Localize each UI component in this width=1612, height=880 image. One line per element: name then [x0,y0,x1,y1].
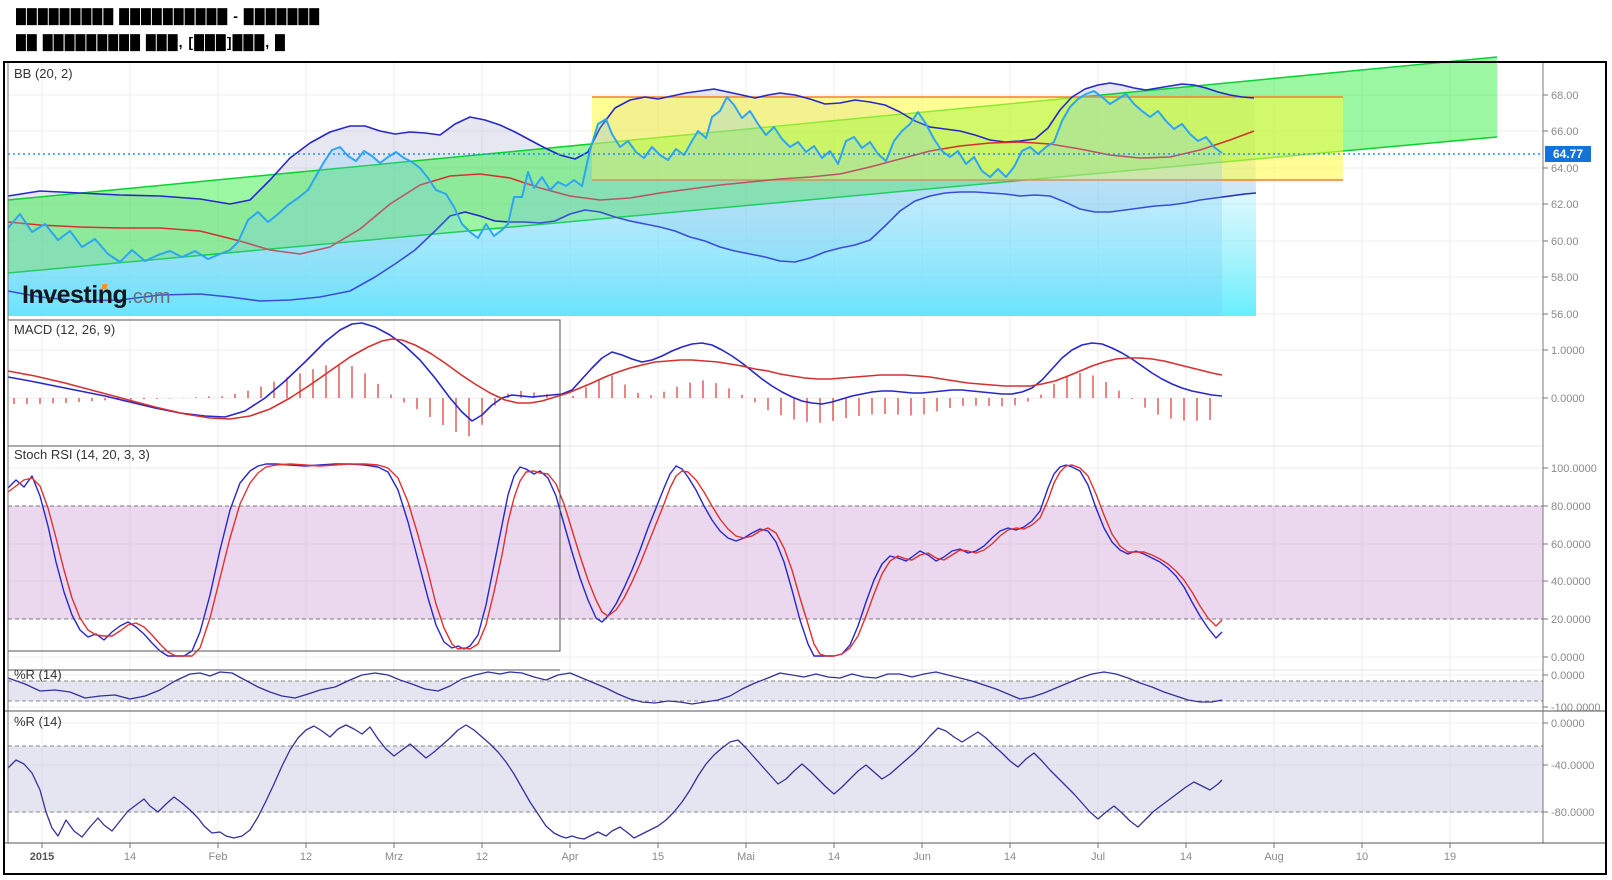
y-tick-label: 0.0000 [1551,670,1585,682]
axes: 68.00 66.00 64.00 62.00 60.00 58.00 56.00 1.000… [4,63,1606,863]
investing-logo-suffix: .com [127,286,171,308]
williams-r1-indicator-label: %R (14) [14,667,62,682]
x-tick-label: 14 [124,851,136,863]
signal_line [7,338,1223,420]
wr1_line [7,671,1223,705]
y-tick-label: 58.00 [1551,272,1579,284]
y-tick-label: 56.00 [1551,309,1579,321]
yellow-zone [592,97,1343,180]
bb-indicator-label: BB (20, 2) [14,66,73,81]
williams-r-large-panel [7,724,1543,840]
y-tick-label: 100.0000 [1551,463,1597,475]
y-tick-label: 68.00 [1551,90,1579,102]
y-tick-label: 64.00 [1551,163,1579,175]
stoch_d [7,463,1223,657]
y-tick-label: 0.0000 [1551,393,1585,405]
y-tick-label: 20.0000 [1551,614,1591,626]
price-line [7,90,1223,263]
x-tick-label: 19 [1444,851,1456,863]
y-tick-label: 60.0000 [1551,539,1591,551]
x-tick-label: 2015 [30,851,54,863]
y-tick-label: -40.0000 [1551,760,1594,772]
x-tick-label: 10 [1356,851,1368,863]
x-tick-label: Mrz [385,851,403,863]
williams-r-small-panel [4,669,1606,712]
y-tick-label: 1.0000 [1551,345,1585,357]
macd-inner-frame [7,319,561,447]
wr1-band [8,681,1543,701]
investing-logo: Investing.com [22,281,171,310]
stoch-band [8,506,1543,619]
chart-outer-frame [3,61,1607,875]
x-tick-label: Apr [561,851,578,863]
x-tick-label: Feb [209,851,228,863]
y-tick-label: -100.0000 [1551,702,1601,714]
macd-panel [7,319,1223,447]
x-tick-label: 12 [476,851,488,863]
x-tick-label: 14 [828,851,840,863]
bb_upper-line [7,82,1255,205]
stoch_k [7,463,1223,657]
y-tick-label: 80.0000 [1551,501,1591,513]
bb_lower-line [7,191,1257,302]
x-tick-label: 14 [1004,851,1016,863]
y-tick-label: 0.0000 [1551,718,1585,730]
y-tick-label: 62.00 [1551,199,1579,211]
chart-title-redacted: █████████ ██████████ - ███████ [16,8,321,24]
williams-r2-indicator-label: %R (14) [14,714,62,729]
stochrsi-indicator-label: Stoch RSI (14, 20, 3, 3) [14,447,150,462]
x-tick-label: 12 [300,851,312,863]
y-tick-label: 60.00 [1551,236,1579,248]
y-tick-label: -80.0000 [1551,807,1594,819]
x-tick-label: Jul [1091,851,1105,863]
main-price-panel [7,56,1543,316]
macd-indicator-label: MACD (12, 26, 9) [14,322,116,337]
macd_line [7,322,1223,422]
y-tick-label: 66.00 [1551,126,1579,138]
y-tick-label: 40.0000 [1551,576,1591,588]
wr2-band [8,746,1543,812]
last-price-tag: 64.77 [1545,146,1591,162]
x-tick-label: Aug [1264,851,1284,863]
x-tick-label: Mai [737,851,755,863]
y-tick-label: 0.0000 [1551,652,1585,664]
cyan-zone [8,159,1256,316]
x-tick-label: 14 [1180,851,1192,863]
x-tick-label: Jun [913,851,931,863]
investing-logo-text: Investing [22,281,128,309]
wr2_line [7,724,1223,840]
chart-subtitle-redacted: ██ █████████ ███, [███]███, █ [16,34,286,50]
stoch-rsi-panel [7,445,1543,657]
logo-orange-dot-icon [101,284,108,289]
bb_middle-line [7,130,1255,255]
x-tick-label: 15 [652,851,664,863]
